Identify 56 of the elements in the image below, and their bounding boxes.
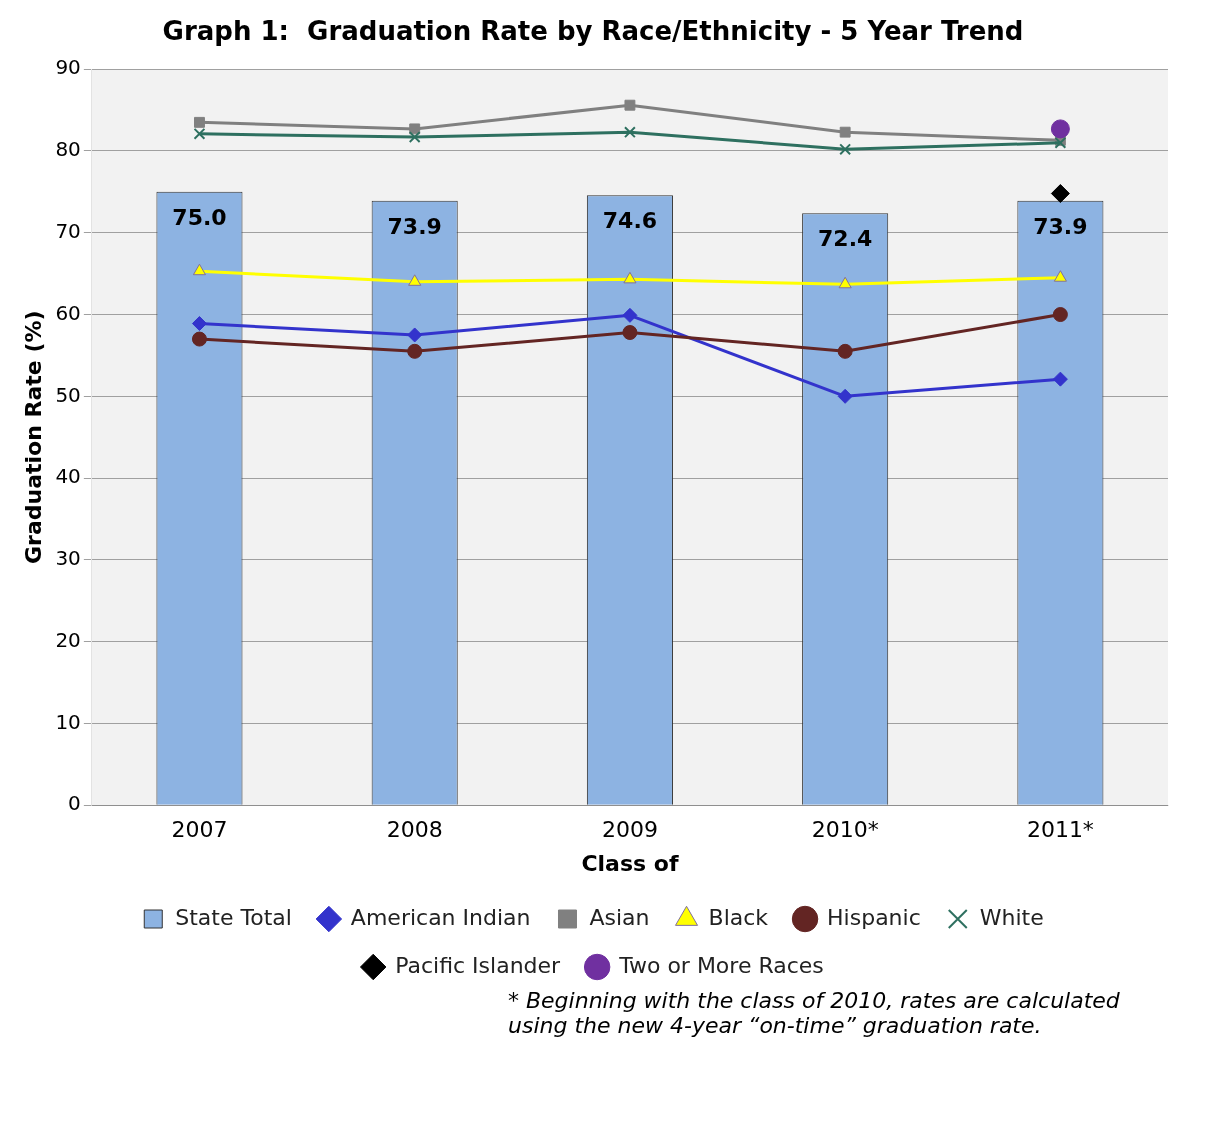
point: [1052, 307, 1068, 323]
x-tick-label: 2007: [171, 817, 228, 843]
point: [839, 143, 852, 156]
y-tick-label: 40: [55, 464, 81, 489]
legend-label: American Indian: [350, 904, 531, 930]
data-label: 73.9: [1033, 213, 1088, 239]
point: [193, 127, 206, 140]
point: [407, 327, 423, 343]
point: [1050, 119, 1070, 139]
point: [191, 331, 207, 347]
x-tick-label: 2008: [386, 817, 443, 843]
point: [1052, 371, 1068, 387]
legend-label: White: [979, 904, 1044, 930]
point: [623, 126, 636, 139]
y-tick-label: 80: [55, 137, 81, 162]
point: [838, 276, 852, 289]
point: [1053, 270, 1067, 282]
y-tick-label: 90: [55, 55, 81, 80]
point: [837, 388, 853, 404]
point: [192, 263, 207, 276]
y-tick-label: 10: [55, 709, 81, 734]
x-axis-title: Class of: [581, 850, 679, 876]
legend-label: State Total: [175, 904, 292, 930]
x-tick-label: 2009: [601, 817, 658, 843]
point: [839, 126, 851, 138]
chart-title: Graph 1: Graduation Rate by Race/Ethnicity - 5 Year Trend: [162, 16, 1024, 47]
point: [407, 343, 423, 359]
y-tick-label: 0: [68, 791, 81, 816]
point: [623, 271, 637, 284]
y-tick-label: 70: [55, 218, 81, 243]
point: [191, 316, 207, 332]
y-tick-label: 50: [55, 382, 81, 407]
legend-label: Hispanic: [827, 904, 921, 930]
data-label: 72.4: [818, 225, 873, 251]
text: * Beginning with the class of 2010, rates are calculated using the new 4-year “on-time” graduation rate.: [508, 988, 1121, 1038]
point: [622, 307, 638, 323]
point: [194, 116, 205, 128]
legend-label: Black: [708, 904, 769, 930]
x-tick-label: 2010*: [811, 817, 879, 843]
data-label: 73.9: [387, 213, 442, 239]
point: [622, 325, 638, 341]
data-label: 74.6: [602, 207, 658, 233]
y-tick-label: 20: [55, 627, 81, 652]
legend-label: Asian: [589, 904, 650, 930]
point: [837, 343, 853, 359]
y-tick-label: 60: [55, 300, 81, 325]
point: [408, 131, 421, 144]
data-label: 75.0: [172, 204, 227, 230]
legend-label: Pacific Islander: [395, 952, 562, 978]
x-tick-label: 2011*: [1026, 817, 1094, 843]
point: [1050, 184, 1070, 203]
legend-label: Two or More Races: [618, 952, 824, 978]
y-tick-label: 30: [55, 546, 81, 571]
y-axis-title: Graduation Rate (%): [20, 310, 46, 564]
point: [408, 274, 422, 286]
point: [624, 99, 636, 111]
